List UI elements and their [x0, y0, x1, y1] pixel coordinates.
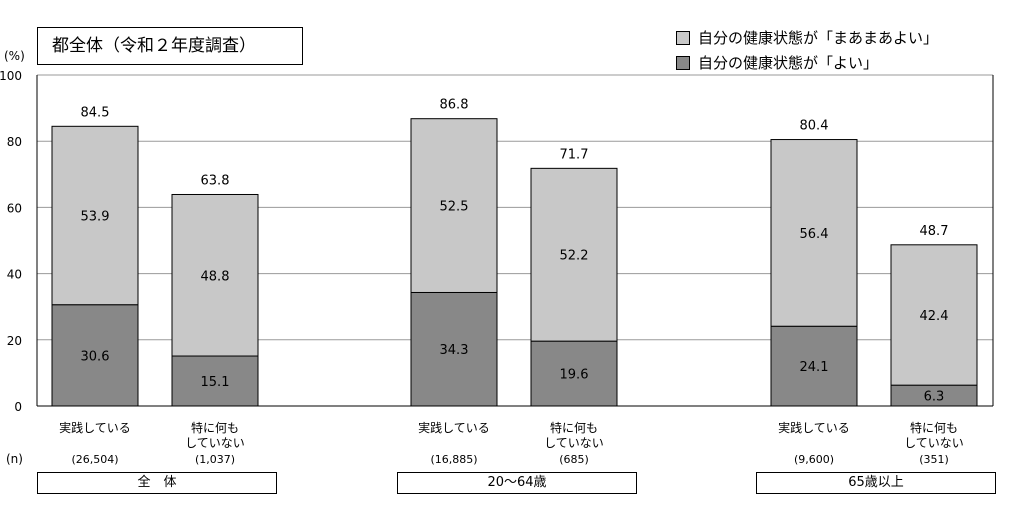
y-tick-label: 20 — [7, 334, 22, 348]
data-label-good: 30.6 — [81, 349, 110, 364]
data-label-good: 24.1 — [800, 360, 829, 375]
data-label-good: 34.3 — [440, 343, 469, 358]
x-n-label: (1,037) — [195, 453, 235, 466]
bar-segment-fair — [890, 244, 978, 386]
x-category-label: 特に何も — [550, 420, 598, 435]
legend: 自分の健康状態が「まあまあよい」 自分の健康状態が「よい」 — [676, 25, 938, 75]
bar-segment-fair — [410, 118, 498, 293]
data-label-good: 19.6 — [560, 368, 589, 383]
data-label-fair: 56.4 — [800, 227, 829, 242]
bar-segment-good — [51, 304, 139, 407]
legend-item-good: 自分の健康状態が「よい」 — [676, 50, 938, 75]
x-category-label: 実践している — [778, 420, 850, 435]
data-label-total: 84.5 — [81, 105, 110, 120]
data-label-fair: 52.2 — [560, 249, 589, 264]
legend-swatch-fair — [676, 30, 690, 45]
data-label-good: 6.3 — [924, 390, 945, 405]
x-n-label: (351) — [919, 453, 949, 466]
y-tick-label: 100 — [0, 69, 22, 83]
data-label-total: 80.4 — [800, 119, 829, 134]
x-n-label: (16,885) — [430, 453, 477, 466]
y-tick-label: 60 — [7, 201, 22, 215]
bar-segment-fair — [770, 139, 858, 327]
n-label: (n) — [6, 452, 23, 466]
x-category-label: していない — [185, 436, 245, 450]
legend-label-fair: 自分の健康状態が「まあまあよい」 — [698, 29, 939, 47]
legend-swatch-good — [676, 55, 690, 70]
bar-segment-good — [410, 291, 498, 407]
data-label-total: 63.8 — [201, 173, 230, 188]
bar-segment-good — [171, 355, 259, 407]
y-unit-label: (%) — [4, 49, 25, 63]
x-n-label: (9,600) — [794, 453, 834, 466]
bar-segment-fair — [51, 125, 139, 306]
x-category-label: 実践している — [418, 420, 490, 435]
bar-segment-good — [770, 325, 858, 407]
x-n-label: (685) — [559, 453, 589, 466]
y-tick-label: 0 — [14, 400, 22, 414]
data-label-total: 71.7 — [560, 147, 589, 162]
data-label-fair: 52.5 — [440, 200, 469, 215]
legend-item-fair: 自分の健康状態が「まあまあよい」 — [676, 25, 938, 50]
data-label-fair: 48.8 — [201, 269, 230, 284]
group-label-65plus: 65歳以上 — [756, 472, 996, 494]
x-category-label: 特に何も — [191, 420, 239, 435]
x-category-label: していない — [544, 436, 604, 450]
data-label-good: 15.1 — [201, 375, 230, 390]
data-label-total: 48.7 — [920, 224, 949, 239]
chart-title: 都全体（令和２年度調査） — [37, 27, 303, 65]
y-tick-label: 40 — [7, 268, 22, 282]
legend-label-good: 自分の健康状態が「よい」 — [698, 54, 879, 72]
data-label-total: 86.8 — [440, 98, 469, 113]
bar-segment-fair — [530, 167, 618, 342]
data-label-fair: 53.9 — [81, 210, 110, 225]
x-category-label: 実践している — [59, 420, 131, 435]
data-label-fair: 42.4 — [920, 309, 949, 324]
y-tick-label: 80 — [7, 135, 22, 149]
bar-segment-fair — [171, 193, 259, 357]
group-label-all: 全 体 — [37, 472, 277, 494]
x-n-label: (26,504) — [71, 453, 118, 466]
x-category-label: 特に何も — [910, 420, 958, 435]
x-category-label: していない — [904, 436, 964, 450]
group-label-20-64: 20～64歳 — [397, 472, 637, 494]
